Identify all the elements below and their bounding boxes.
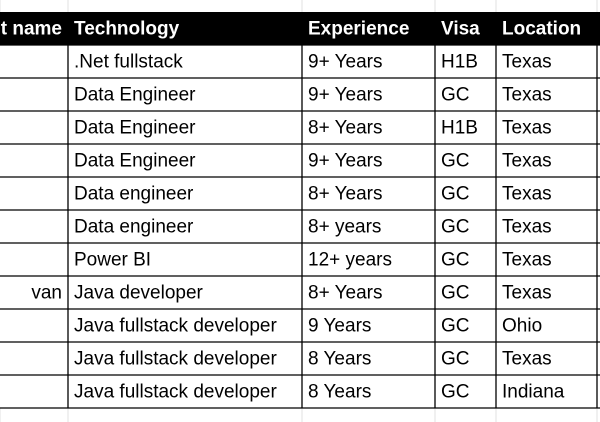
cell-text: H1B <box>441 52 478 73</box>
cell-text: Data Engineer <box>74 118 196 139</box>
cell-text: Texas <box>502 118 552 139</box>
cell-text: Java fullstack developer <box>74 382 277 403</box>
cell-text: 12+ years <box>308 250 392 271</box>
cell-text: Java fullstack developer <box>74 349 277 370</box>
cell[interactable] <box>0 309 68 342</box>
cell-text: Texas <box>502 349 552 370</box>
cell-text: Texas <box>502 283 552 304</box>
header-row <box>0 12 600 45</box>
header-cell[interactable]: Visa <box>441 19 480 40</box>
cell-text: GC <box>441 250 470 271</box>
cell[interactable] <box>0 177 68 210</box>
cell-text: Data engineer <box>74 217 194 238</box>
cell-text: Texas <box>502 250 552 271</box>
cell-text: Ohio <box>502 316 542 337</box>
cell-text: GC <box>441 349 470 370</box>
header-cell[interactable]: Technology <box>74 19 180 40</box>
cell-text: 9+ Years <box>308 52 383 73</box>
cell-text: 8+ Years <box>308 118 383 139</box>
cell[interactable] <box>0 111 68 144</box>
cell-text: 8 Years <box>308 349 371 370</box>
cell-text: Texas <box>502 85 552 106</box>
cell[interactable] <box>0 243 68 276</box>
cell-text: Texas <box>502 217 552 238</box>
cell-text: 8+ Years <box>308 283 383 304</box>
cell-text: GC <box>441 217 470 238</box>
cell-text: van <box>31 283 62 304</box>
cell-text: .Net fullstack <box>74 52 183 73</box>
cell[interactable] <box>0 144 68 177</box>
cell-text: GC <box>441 316 470 337</box>
cell-text: GC <box>441 283 470 304</box>
cell-text: GC <box>441 382 470 403</box>
cell[interactable] <box>0 342 68 375</box>
cell[interactable] <box>0 78 68 111</box>
cell-text: 9+ Years <box>308 85 383 106</box>
cell-text: H1B <box>441 118 478 139</box>
cell-text: 9 Years <box>308 316 371 337</box>
cell-text: 8 Years <box>308 382 371 403</box>
header-cell[interactable]: t name <box>1 19 62 40</box>
cell[interactable] <box>0 375 68 408</box>
cell-text: Java developer <box>74 283 204 304</box>
cell-text: GC <box>441 151 470 172</box>
cell[interactable] <box>0 210 68 243</box>
cell-text: 8+ Years <box>308 184 383 205</box>
cell-text: GC <box>441 85 470 106</box>
cell-text: GC <box>441 184 470 205</box>
cell-text: Texas <box>502 151 552 172</box>
cell-text: Texas <box>502 52 552 73</box>
cell-text: 8+ years <box>308 217 381 238</box>
cell-text: Data engineer <box>74 184 194 205</box>
header-cell[interactable]: Experience <box>308 19 409 40</box>
cell-text: Texas <box>502 184 552 205</box>
cell-text: Data Engineer <box>74 151 196 172</box>
cell-text: Data Engineer <box>74 85 196 106</box>
cell-text: Java fullstack developer <box>74 316 277 337</box>
cell-text: Indiana <box>502 382 565 403</box>
header-cell[interactable]: Location <box>502 19 581 40</box>
cell-text: Power BI <box>74 250 151 271</box>
cell-text: 9+ Years <box>308 151 383 172</box>
cell[interactable] <box>0 45 68 78</box>
